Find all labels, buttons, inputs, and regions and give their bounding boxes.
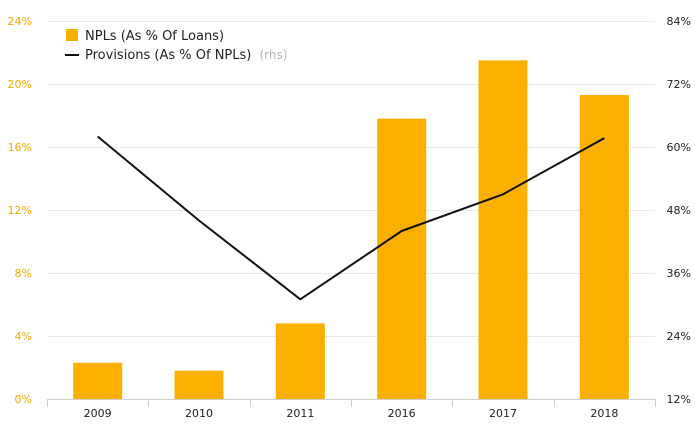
npl-bar — [73, 362, 123, 399]
provisions-line — [97, 135, 605, 301]
right-tick-label: 12% — [667, 393, 691, 406]
left-tick-label: 0% — [15, 393, 32, 406]
right-tick-label: 72% — [667, 78, 691, 91]
right-tick-label: 24% — [667, 330, 691, 343]
right-tick-label: 36% — [667, 267, 691, 280]
left-tick-label: 16% — [8, 141, 32, 154]
npl-bar — [377, 118, 427, 400]
grid-lines — [47, 21, 655, 337]
provisions-line-layer — [97, 135, 605, 301]
x-tick-label: 2017 — [489, 407, 517, 420]
right-tick-label: 84% — [667, 15, 691, 28]
x-tick-label: 2009 — [84, 407, 112, 420]
right-axis-ticks: 12% 24% 36% 48% 60% 72% 84% — [667, 15, 691, 406]
npl-bars — [73, 60, 629, 400]
left-tick-label: 12% — [8, 204, 32, 217]
x-tick-label: 2010 — [185, 407, 213, 420]
left-tick-label: 4% — [15, 330, 32, 343]
npl-bar — [478, 60, 528, 399]
npl-bar — [174, 370, 224, 399]
legend-provisions-suffix: (rhs) — [260, 48, 288, 62]
legend: NPLs (As % Of Loans) Provisions (As % Of… — [65, 29, 287, 63]
x-tick-label: 2018 — [590, 407, 618, 420]
legend-npl-swatch — [66, 29, 78, 41]
left-tick-label: 20% — [8, 78, 32, 91]
left-tick-label: 24% — [8, 15, 32, 28]
left-axis-ticks: 0% 4% 8% 12% 16% 20% 24% — [8, 15, 32, 406]
legend-npl-label: NPLs (As % Of Loans) — [85, 29, 224, 44]
right-tick-label: 48% — [667, 204, 691, 217]
legend-provisions-text: Provisions (As % Of NPLs) (rhs) — [85, 48, 287, 63]
x-tick-label: 2011 — [286, 407, 314, 420]
x-axis — [47, 399, 656, 407]
right-tick-label: 60% — [667, 141, 691, 154]
npl-bar — [579, 95, 629, 400]
x-tick-label: 2016 — [388, 407, 416, 420]
npl-bar — [275, 323, 325, 399]
legend-provisions-label: Provisions (As % Of NPLs) — [85, 48, 251, 63]
x-axis-ticks: 2009 2010 2011 2016 2017 2018 — [84, 407, 619, 420]
left-tick-label: 8% — [15, 267, 32, 280]
